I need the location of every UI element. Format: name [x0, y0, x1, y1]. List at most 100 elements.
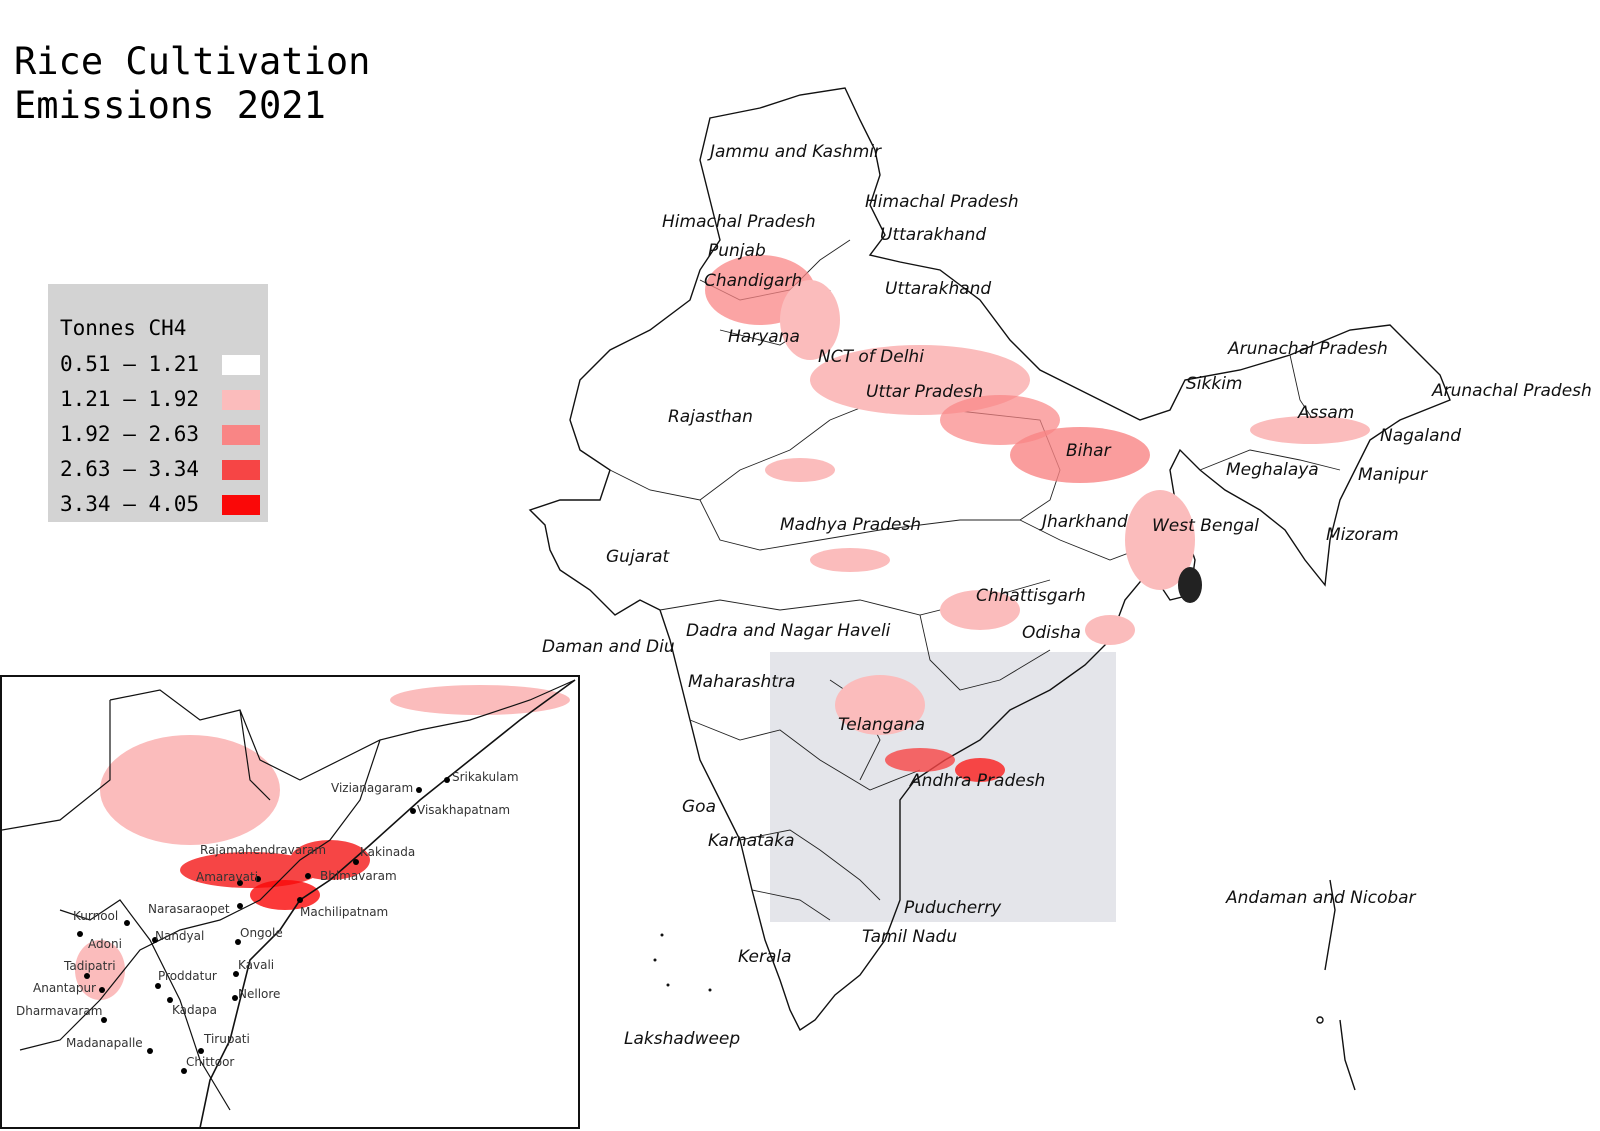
state-label: Meghalaya [1226, 460, 1319, 480]
legend-row: 1.21 – 1.92 [60, 387, 260, 413]
state-label: Lakshadweep [624, 1029, 740, 1049]
city-label: Tirupati [203, 1032, 250, 1046]
city-label: Rajamahendravaram [200, 843, 326, 857]
city-label: Chittoor [186, 1055, 234, 1069]
inset-patch [100, 735, 280, 845]
inset-map: Srikakulam Vizianagaram Visakhapatnam Ka… [0, 675, 580, 1129]
state-label: Sikkim [1186, 374, 1243, 394]
inset-region-box [770, 652, 1116, 922]
india-outline [528, 87, 1451, 1032]
city-label: Nandyal [155, 929, 204, 943]
city-dot [77, 931, 83, 937]
state-label: Daman and Diu [542, 637, 675, 657]
city-dot [167, 997, 173, 1003]
state-label: Arunachal Pradesh [1431, 381, 1592, 401]
city-dot [353, 859, 359, 865]
city-label: Nellore [238, 987, 280, 1001]
city-dot [416, 787, 422, 793]
legend-row: 2.63 – 3.34 [60, 457, 260, 483]
state-label: Assam [1297, 403, 1354, 423]
inset-borders [2, 679, 576, 1111]
state-label: West Bengal [1152, 516, 1259, 536]
city-dot [444, 777, 450, 783]
state-label: Chandigarh [704, 271, 802, 291]
city-label: Madanapalle [66, 1036, 143, 1050]
city-label: Visakhapatnam [417, 803, 510, 817]
state-label: Jammu and Kashmir [707, 142, 882, 162]
city-dot [235, 939, 241, 945]
inset-patch [250, 880, 320, 910]
city-dot [84, 973, 90, 979]
state-label: Mizoram [1326, 525, 1399, 545]
legend-swatch [222, 460, 260, 480]
inset-patch [290, 840, 370, 880]
legend-label: 0.51 – 1.21 [60, 352, 200, 376]
city-label: Dharmavaram [16, 1004, 102, 1018]
legend-title: Tonnes CH4 [60, 316, 187, 340]
legend-row: 0.51 – 1.21 [60, 352, 260, 378]
state-label: Uttarakhand [880, 225, 986, 245]
city-dot [198, 1048, 204, 1054]
city-label: Kadapa [172, 1003, 217, 1017]
legend: Tonnes CH4 0.51 – 1.21 1.21 – 1.92 1.92 … [48, 284, 268, 522]
legend-swatch [222, 355, 260, 375]
city-markers [77, 777, 450, 1074]
state-label: Rajasthan [668, 407, 753, 427]
city-label: Ongole [240, 926, 283, 940]
state-label: Andaman and Nicobar [1225, 888, 1417, 908]
city-dot [237, 880, 243, 886]
legend-swatch [222, 425, 260, 445]
state-label: Maharashtra [688, 672, 795, 692]
legend-label: 2.63 – 3.34 [60, 457, 200, 481]
state-label: NCT of Delhi [818, 347, 924, 367]
city-dot [305, 873, 311, 879]
state-label: Tamil Nadu [862, 927, 957, 947]
city-dot [147, 1048, 153, 1054]
city-dot [152, 937, 158, 943]
city-dot [237, 903, 243, 909]
legend-swatch [222, 390, 260, 410]
state-label: Punjab [708, 241, 766, 261]
lakshadweep-islands [653, 933, 712, 992]
state-label: Gujarat [606, 547, 670, 567]
inset-patch [390, 685, 570, 715]
state-label: Jharkhand [1039, 512, 1128, 532]
state-label: Manipur [1358, 465, 1428, 485]
city-label: Anantapur [33, 981, 96, 995]
legend-row: 3.34 – 4.05 [60, 492, 260, 518]
state-label: Karnataka [708, 831, 795, 851]
map-title: Rice Cultivation Emissions 2021 [14, 40, 371, 127]
legend-label: 1.92 – 2.63 [60, 422, 200, 446]
city-label: Proddatur [158, 969, 217, 983]
inset-patch [180, 852, 320, 888]
state-label: Dadra and Nagar Haveli [686, 621, 891, 641]
legend-label: 1.21 – 1.92 [60, 387, 200, 411]
city-label: Tadipatri [63, 959, 116, 973]
legend-row: 1.92 – 2.63 [60, 422, 260, 448]
legend-swatch [222, 495, 260, 515]
city-label: Kavali [238, 958, 274, 972]
city-label: Kakinada [360, 845, 415, 859]
legend-label: 3.34 – 4.05 [60, 492, 200, 516]
city-dot [232, 995, 238, 1001]
state-labels: Jammu and Kashmir Himachal Pradesh Himac… [542, 142, 1592, 1049]
city-dot [255, 876, 261, 882]
city-dot [124, 920, 130, 926]
state-label: Himachal Pradesh [662, 212, 816, 232]
emission-patches [705, 255, 1370, 782]
state-label: Kerala [738, 947, 792, 967]
state-label: Bihar [1066, 441, 1112, 461]
city-dot [410, 808, 416, 814]
city-dot [181, 1068, 187, 1074]
city-dot [297, 897, 303, 903]
city-label: Vizianagaram [331, 781, 413, 795]
state-label: Nagaland [1380, 426, 1461, 446]
state-label: Uttarakhand [885, 279, 991, 299]
city-label: Adoni [88, 937, 122, 951]
state-label: Haryana [728, 327, 800, 347]
state-label: Arunachal Pradesh [1227, 339, 1388, 359]
state-label: Telangana [838, 715, 925, 735]
city-dot [155, 983, 161, 989]
city-dot [101, 1017, 107, 1023]
andaman-islands [1316, 879, 1356, 1091]
